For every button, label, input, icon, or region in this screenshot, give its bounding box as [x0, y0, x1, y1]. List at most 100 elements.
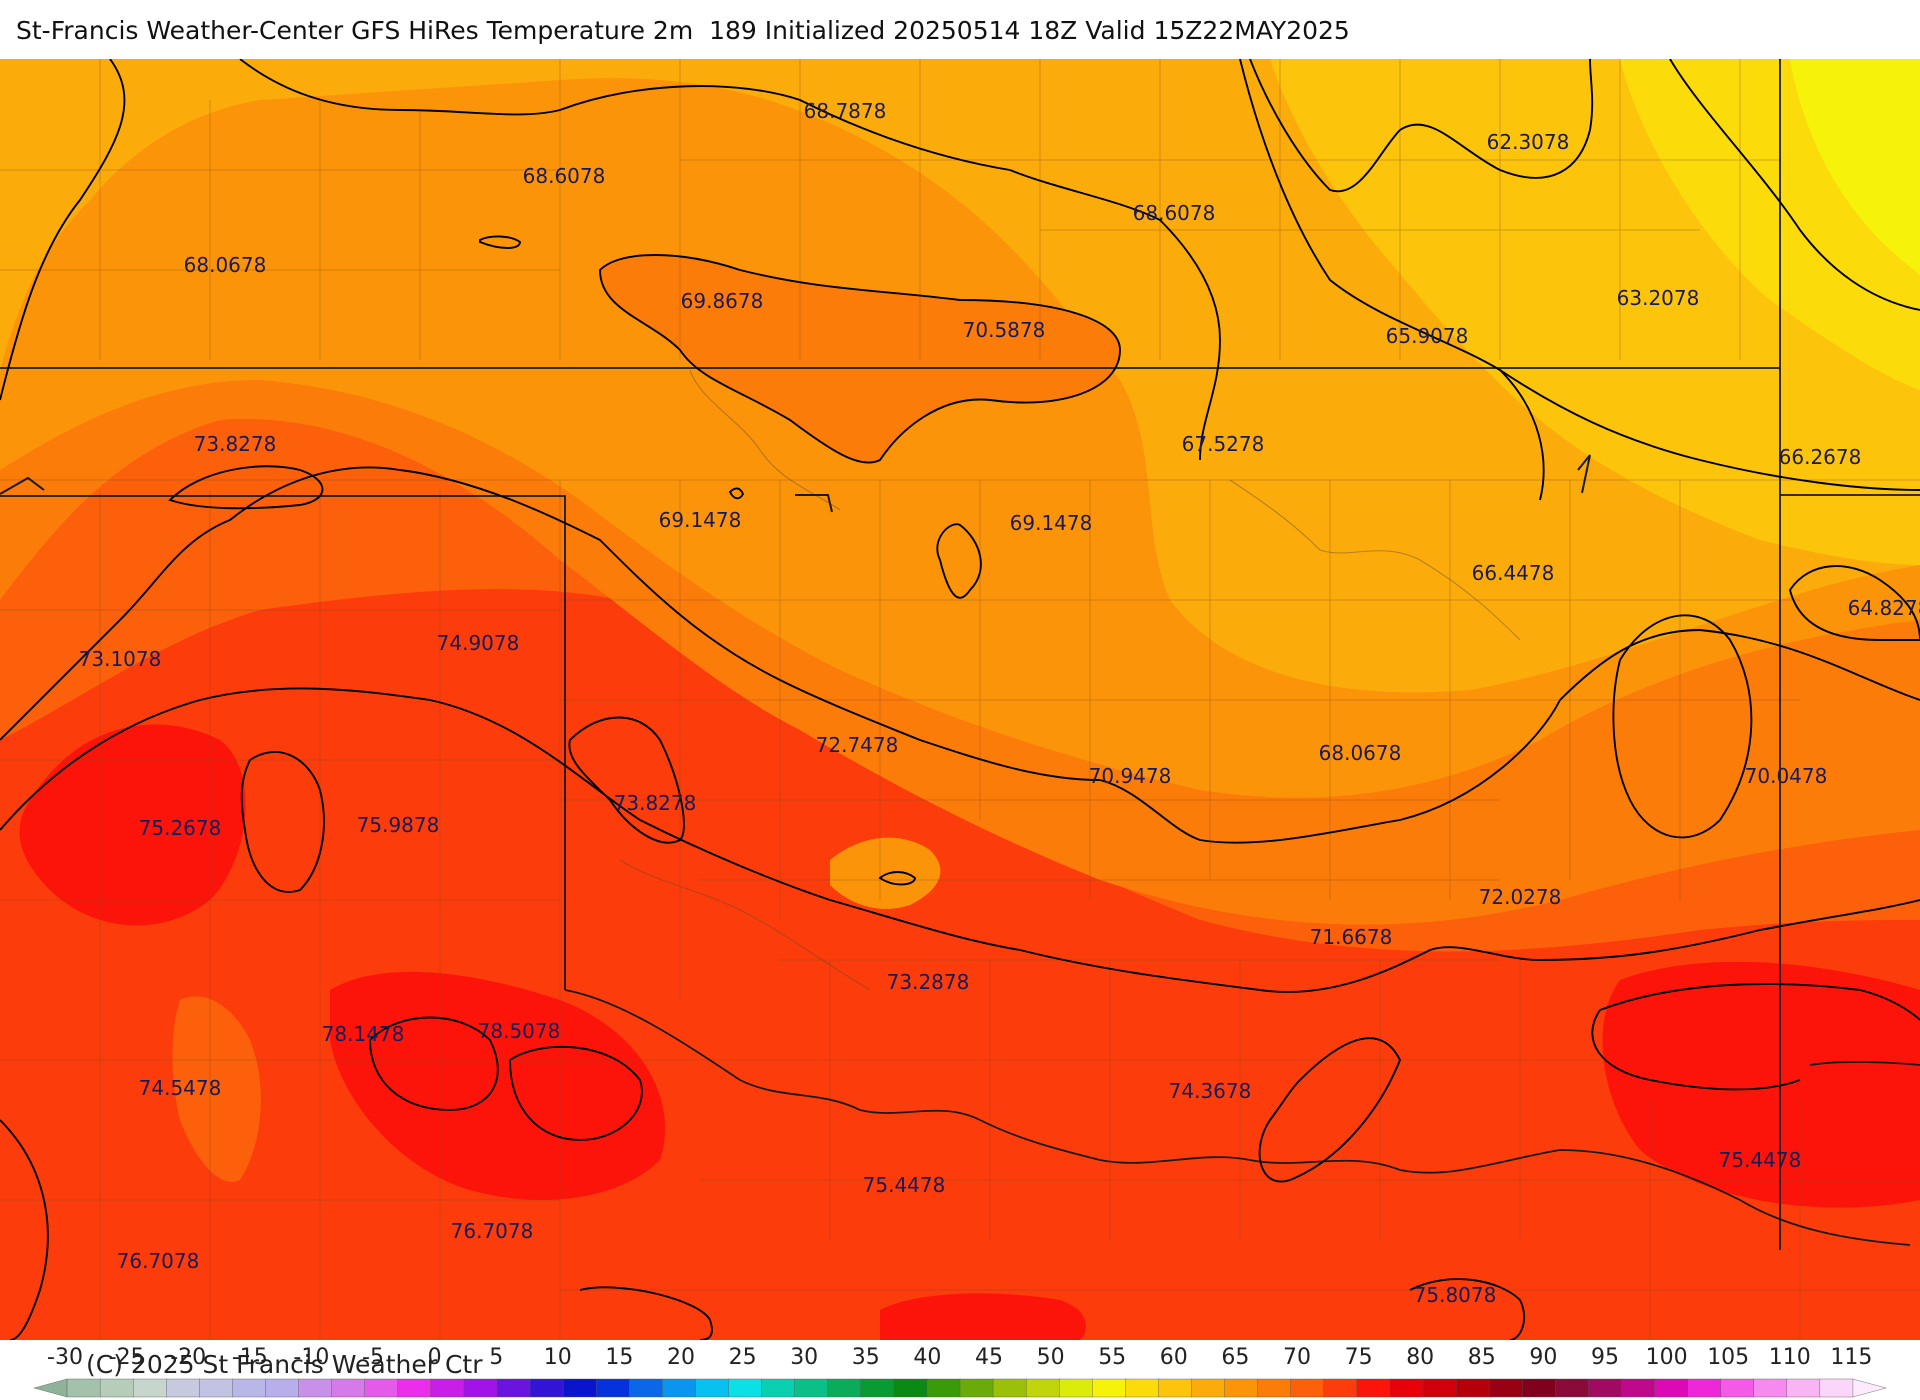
- colorbar-tick: 35: [851, 1345, 880, 1370]
- contour-label: 67.5278: [1182, 432, 1265, 456]
- contour-label: 66.4478: [1472, 561, 1555, 585]
- contour-label: 70.5878: [963, 318, 1046, 342]
- colorbar-swatch: [265, 1378, 300, 1398]
- colorbar-swatch: [1522, 1378, 1556, 1398]
- colorbar-swatch: [893, 1378, 928, 1398]
- shade-hot-core-1: [19, 724, 246, 926]
- colorbar-swatch: [761, 1378, 796, 1398]
- colorbar-swatch: [926, 1378, 961, 1398]
- colorbar-swatch: [1125, 1378, 1160, 1398]
- contour-label: 69.1478: [659, 508, 742, 532]
- contour-label: 69.1478: [1010, 511, 1093, 535]
- colorbar-swatch: [298, 1378, 333, 1398]
- colorbar-swatch: [1654, 1378, 1689, 1398]
- colorbar-tick-labels: -30 -25 -20 -15 -10 -5 0 5 10 15 20 25 30 35 40 45 50 55 6…: [0, 1345, 1920, 1373]
- temperature-colorbar: [33, 1378, 1887, 1398]
- shade-hot-core-3: [1602, 961, 1920, 1208]
- colorbar-swatch: [1687, 1378, 1722, 1398]
- colorbar-swatch: [1720, 1378, 1755, 1398]
- contour-label: 74.9078: [437, 631, 520, 655]
- colorbar-swatch: [992, 1378, 1027, 1398]
- colorbar-tick: 90: [1529, 1345, 1558, 1370]
- colorbar-tick: 5: [489, 1345, 504, 1370]
- colorbar-swatch: [562, 1378, 597, 1398]
- colorbar-swatch: [959, 1378, 994, 1398]
- colorbar-swatch: [397, 1378, 432, 1398]
- colorbar-swatch: [529, 1378, 564, 1398]
- contour-label: 78.1478: [322, 1022, 405, 1046]
- colorbar-tick: 70: [1283, 1345, 1311, 1370]
- colorbar-swatch: [33, 1378, 68, 1398]
- shade-yellow-bright: [1790, 59, 1920, 275]
- map-title: St-Francis Weather-Center GFS HiRes Temp…: [16, 16, 1350, 45]
- colorbar-tick: 50: [1036, 1345, 1065, 1370]
- colorbar-tick: -5: [362, 1345, 384, 1370]
- contour-label: 74.3678: [1169, 1079, 1252, 1103]
- wind-barbs: [0, 454, 1591, 513]
- colorbar-swatch: [1786, 1378, 1821, 1398]
- contour-label: 73.8278: [194, 432, 277, 456]
- colorbar-swatch: [1290, 1378, 1325, 1398]
- colorbar-tick: 20: [667, 1345, 695, 1370]
- contour-label: 65.9078: [1386, 324, 1469, 348]
- colorbar-swatch: [1455, 1378, 1490, 1398]
- colorbar-tick: 10: [543, 1345, 572, 1370]
- colorbar-swatch: [596, 1378, 630, 1398]
- colorbar-swatch: [1158, 1378, 1193, 1398]
- colorbar-swatch: [662, 1378, 697, 1398]
- contour-label: 75.8078: [1414, 1283, 1497, 1307]
- colorbar-swatch: [827, 1378, 862, 1398]
- shade-cool-pocket-2: [172, 996, 261, 1182]
- contour-label: 75.4478: [863, 1173, 946, 1197]
- colorbar-swatch: [364, 1378, 399, 1398]
- contour-label: 73.8278: [614, 791, 697, 815]
- colorbar-swatch: [860, 1378, 895, 1398]
- colorbar-swatch: [1488, 1378, 1523, 1398]
- contour-label: 69.8678: [681, 289, 764, 313]
- colorbar-tick: 0: [427, 1345, 442, 1370]
- contour-label: 75.2678: [139, 816, 222, 840]
- colorbar-swatch: [1819, 1378, 1854, 1398]
- colorbar-swatch: [1059, 1378, 1093, 1398]
- colorbar-swatch: [463, 1378, 498, 1398]
- colorbar-tick: 100: [1645, 1345, 1688, 1370]
- colorbar-tick: 15: [605, 1345, 634, 1370]
- colorbar-tick: 65: [1221, 1345, 1250, 1370]
- isotherm-contours: [0, 59, 1920, 1340]
- contour-label: 63.2078: [1617, 286, 1700, 310]
- colorbar-swatch: [1753, 1378, 1788, 1398]
- state-borders: [0, 59, 1920, 1250]
- colorbar-tick: 40: [913, 1345, 942, 1370]
- colorbar-tick: 55: [1098, 1345, 1127, 1370]
- colorbar-swatch: [1555, 1378, 1590, 1398]
- colorbar-tick: -30: [47, 1345, 83, 1370]
- colorbar-swatch: [166, 1378, 201, 1398]
- colorbar-tick: 30: [790, 1345, 819, 1370]
- colorbar-swatch: [1389, 1378, 1424, 1398]
- colorbar-swatch: [99, 1378, 134, 1398]
- colorbar-tick: 85: [1467, 1345, 1496, 1370]
- contour-label: 76.7078: [117, 1249, 200, 1273]
- contour-label: 73.1078: [79, 647, 162, 671]
- contour-label: 76.7078: [451, 1219, 534, 1243]
- colorbar-swatch: [199, 1378, 234, 1398]
- contour-label: 75.4478: [1719, 1148, 1802, 1172]
- contour-label: 68.0678: [184, 253, 267, 277]
- temperature-map: 68.7878 62.3078 68.6078 68.6078 68.0678 …: [0, 59, 1920, 1340]
- contour-label-group: 68.7878 62.3078 68.6078 68.6078 68.0678 …: [79, 99, 1920, 1307]
- contour-label: 68.7878: [804, 99, 887, 123]
- colorbar-swatch: [430, 1378, 465, 1398]
- colorbar-swatch: [1422, 1378, 1457, 1398]
- colorbar-tick: -25: [108, 1345, 145, 1370]
- colorbar-swatch: [1092, 1378, 1127, 1398]
- colorbar-tick: 60: [1159, 1345, 1188, 1370]
- shade-hot-core-4: [880, 1293, 1086, 1340]
- colorbar-swatch: [331, 1378, 366, 1398]
- contour-label: 72.0278: [1479, 885, 1562, 909]
- contour-label: 70.9478: [1089, 764, 1172, 788]
- colorbar-tick: 75: [1344, 1345, 1373, 1370]
- river-lines: [619, 369, 1521, 991]
- shade-warm-pocket-north: [600, 255, 1120, 463]
- colorbar-tick: 110: [1768, 1345, 1811, 1370]
- colorbar-tick: 95: [1591, 1345, 1619, 1370]
